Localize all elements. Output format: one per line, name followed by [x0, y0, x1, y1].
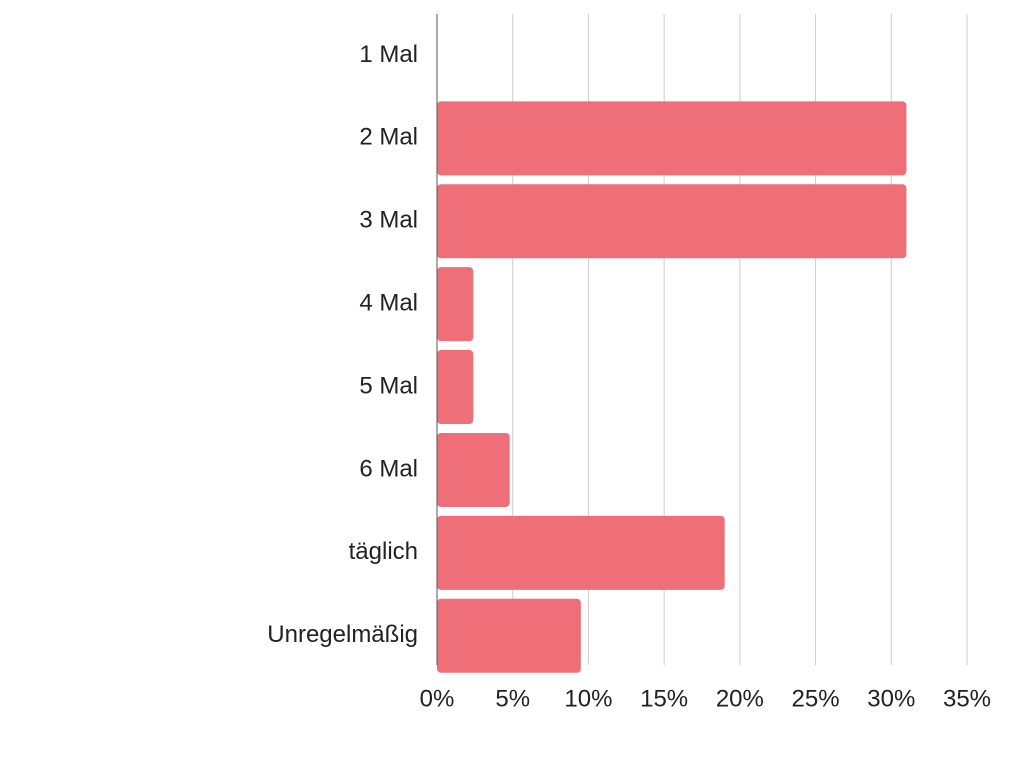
x-tick-label: 35% [943, 685, 991, 712]
x-tick-label: 25% [792, 685, 840, 712]
x-tick-label: 0% [420, 685, 455, 712]
category-label: 3 Mal [359, 207, 418, 234]
category-labels: 1 Mal 2 Mal 3 Mal 4 Mal 5 Mal 6 Mal täglich Unr… [267, 41, 418, 648]
x-tick-label: 30% [867, 685, 915, 712]
category-label: 4 Mal [359, 289, 418, 316]
category-label: 2 Mal [359, 124, 418, 151]
bar [437, 598, 581, 673]
bar [437, 101, 907, 176]
bar [437, 267, 474, 342]
category-label: täglich [349, 538, 418, 565]
bar [437, 432, 510, 507]
x-tick-label: 20% [716, 685, 764, 712]
bars [437, 101, 907, 673]
category-label: 5 Mal [359, 372, 418, 399]
bar [437, 515, 725, 590]
bar [437, 184, 907, 259]
x-tick-labels: 0% 5% 10% 15% 20% 25% 30% 35% [420, 685, 991, 712]
category-label: Unregelmäßig [267, 621, 418, 648]
category-label: 6 Mal [359, 455, 418, 482]
x-tick-label: 15% [640, 685, 688, 712]
x-tick-label: 5% [495, 685, 530, 712]
x-tick-label: 10% [564, 685, 612, 712]
category-label: 1 Mal [359, 41, 418, 68]
bar [437, 350, 474, 425]
